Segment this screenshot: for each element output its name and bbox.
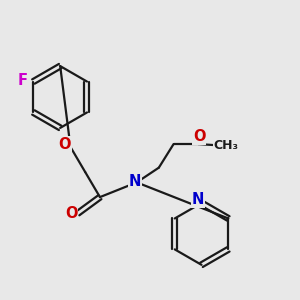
Text: F: F	[18, 73, 28, 88]
Text: O: O	[65, 206, 78, 221]
Text: O: O	[58, 136, 71, 152]
Text: N: N	[129, 174, 141, 189]
Text: O: O	[193, 129, 206, 144]
Text: N: N	[192, 192, 205, 207]
Text: CH₃: CH₃	[213, 139, 238, 152]
